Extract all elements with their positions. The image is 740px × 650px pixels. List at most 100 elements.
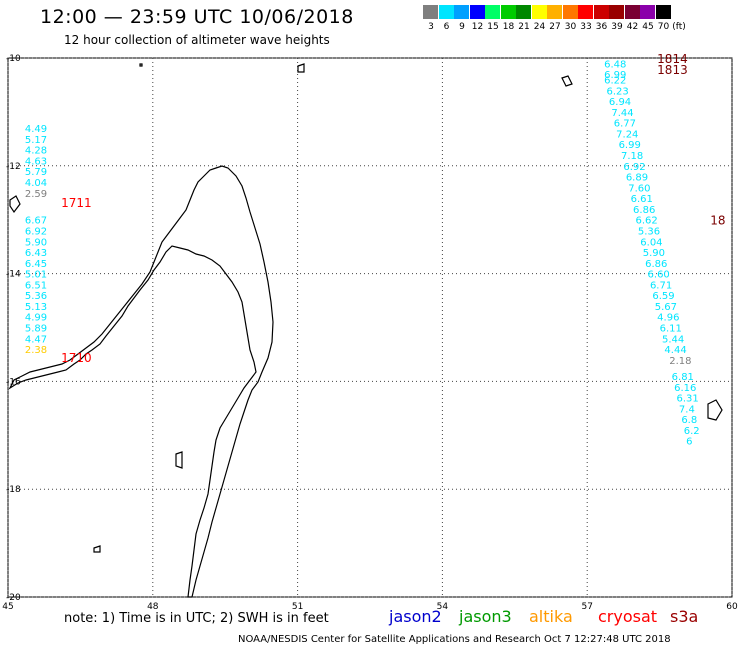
pass-id-label: 1814 [657, 52, 688, 66]
map-subtitle: 12 hour collection of altimeter wave hei… [64, 33, 330, 47]
wave-height-value: 6.51 [25, 280, 47, 291]
wave-height-value: 6.77 [614, 119, 636, 130]
legend-label: 30 [564, 22, 577, 32]
legend-label: 15 [487, 22, 499, 32]
map-frame [7, 57, 733, 598]
legend-label: 3 [428, 22, 434, 32]
wave-height-value: 5.44 [662, 334, 684, 345]
wave-height-value: 5.90 [643, 248, 665, 259]
satellite-name: jason2 [389, 607, 442, 626]
island-coastline [175, 451, 183, 469]
legend-swatch [500, 5, 516, 19]
legend-label: 9 [459, 22, 465, 32]
legend-swatch [562, 5, 578, 19]
wave-height-value: 6.59 [652, 291, 674, 302]
wave-height-value: 2.38 [25, 345, 47, 356]
pass-id-label: 1813 [657, 63, 688, 77]
lat-tick-label: -18 [6, 485, 21, 495]
wave-height-value: 6.89 [626, 173, 648, 184]
madagascar-coastline [8, 165, 274, 598]
wave-height-value: 6.81 [672, 372, 694, 383]
legend-swatch [485, 5, 500, 19]
legend-label: 21 [518, 22, 530, 32]
wave-height-value: 6.04 [640, 237, 662, 248]
island-coastline [297, 63, 305, 73]
satellite-name: cryosat [598, 607, 658, 626]
island-coastline [9, 195, 21, 214]
lat-tick-label: -14 [6, 270, 21, 280]
lon-tick-label: 45 [2, 602, 13, 612]
legend-label: 24 [533, 22, 546, 32]
legend-label: 6 [443, 22, 450, 32]
wave-height-value: 2.59 [25, 189, 47, 200]
lat-tick-label: -10 [6, 54, 21, 64]
legend-label: 12 [471, 22, 484, 32]
satellite-name: s3a [670, 607, 699, 626]
satellite-name: jason3 [459, 607, 512, 626]
wave-height-value: 6.99 [619, 140, 641, 151]
legend-swatch [593, 5, 609, 19]
wave-height-value: 4.44 [664, 345, 686, 356]
lat-tick-label: -16 [6, 377, 21, 387]
wave-height-value: 6.16 [674, 383, 696, 394]
wave-height-value: 6.94 [609, 97, 631, 108]
lon-tick-label: 51 [292, 602, 303, 612]
legend-unit: (ft) [672, 22, 686, 32]
legend-label: 36 [595, 22, 608, 32]
wave-height-value: 6.23 [607, 86, 629, 97]
legend-swatch [469, 5, 485, 19]
wave-height-value: 4.63 [25, 156, 47, 167]
wave-height-value: 6.11 [660, 324, 682, 335]
wave-height-value: 7.44 [611, 108, 633, 119]
wave-height-value: 6.99 [604, 70, 626, 81]
wave-height-value: 6 [686, 437, 692, 448]
wave-height-value: 2.18 [669, 356, 691, 367]
lat-tick-label: -20 [6, 593, 21, 603]
wave-height-value: 6.45 [25, 259, 47, 270]
legend-label: 45 [642, 22, 654, 32]
wave-height-value: 6.67 [25, 216, 47, 227]
wave-height-value: 6.2 [684, 426, 700, 437]
legend-label: 42 [626, 22, 639, 32]
wave-height-value: 6.43 [25, 248, 47, 259]
legend-swatch [609, 5, 624, 19]
legend-label: 33 [580, 22, 592, 32]
legend-label: 18 [502, 22, 515, 32]
satellite-name: altika [529, 607, 573, 626]
lon-tick-label: 57 [581, 602, 592, 612]
legend-label: 70 [657, 22, 670, 32]
wave-height-value: 6.48 [604, 59, 626, 70]
wave-height-value: 4.99 [25, 313, 47, 324]
wave-height-value: 4.49 [25, 124, 47, 135]
legend-label: 39 [611, 22, 623, 32]
wave-height-value: 7.24 [616, 129, 638, 140]
footer-note: note: 1) Time is in UTC; 2) SWH is in fe… [64, 611, 329, 626]
map-title: 12:00 — 23:59 UTC 10/06/2018 [40, 6, 354, 28]
wave-height-value: 6.22 [604, 76, 626, 87]
wave-height-value: 5.89 [25, 324, 47, 335]
credit-line: NOAA/NESDIS Center for Satellite Applica… [238, 634, 671, 645]
wave-height-value: 6.92 [25, 226, 47, 237]
wave-height-value: 5.13 [25, 302, 47, 313]
legend-swatch [438, 5, 454, 19]
pass-id-label: 1710 [61, 351, 92, 365]
wave-height-value: 5.67 [655, 302, 677, 313]
lon-tick-label: 48 [147, 602, 159, 612]
wave-height-value: 6.60 [648, 270, 670, 281]
island-coastline [139, 63, 143, 67]
legend-swatch [547, 5, 562, 19]
legend-swatch [516, 5, 531, 19]
legend-swatch [454, 5, 469, 19]
wave-height-value: 4.96 [657, 313, 679, 324]
legend-swatch [624, 5, 640, 19]
wave-height-value: 6.8 [681, 415, 697, 426]
wave-height-value: 6.31 [676, 394, 698, 405]
wave-height-value: 4.04 [25, 178, 47, 189]
lon-tick-label: 60 [726, 602, 738, 612]
legend-label: 27 [549, 22, 561, 32]
legend-swatch [423, 5, 438, 19]
island-coastline [561, 75, 573, 87]
wave-height-value: 6.61 [631, 194, 653, 205]
island-coastline [93, 545, 101, 553]
legend-swatch [578, 5, 593, 19]
